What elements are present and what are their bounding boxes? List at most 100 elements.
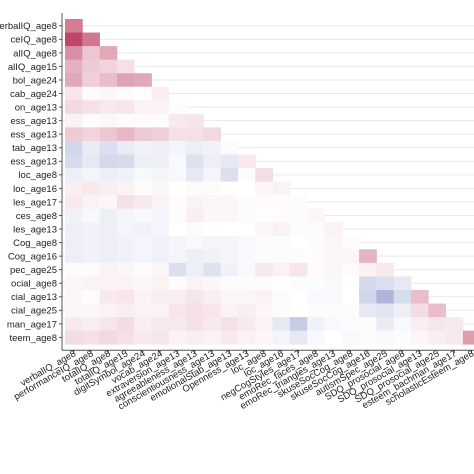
heatmap-cell	[289, 317, 308, 332]
heatmap-cell	[116, 140, 135, 155]
heatmap-cell	[151, 235, 170, 250]
heatmap-cell	[238, 276, 256, 291]
heatmap-cell	[116, 235, 135, 250]
heatmap-cell	[134, 249, 152, 264]
heatmap-cell	[324, 317, 343, 332]
heatmap-cell	[116, 181, 135, 196]
heatmap-cell	[168, 303, 187, 318]
y-tick-label: cial_age25	[11, 306, 57, 317]
heatmap-cell	[203, 303, 222, 318]
heatmap-cell	[151, 181, 170, 196]
heatmap-cell	[82, 86, 100, 101]
heatmap-cell	[116, 303, 135, 318]
heatmap-cell	[65, 113, 83, 128]
heatmap-cell	[168, 317, 187, 332]
heatmap-cell	[255, 262, 273, 277]
heatmap-cell	[134, 222, 152, 237]
heatmap-cell	[134, 168, 152, 182]
heatmap-cell	[359, 276, 377, 291]
heatmap-cell	[238, 154, 256, 169]
y-tick-label: Cog_age16	[8, 252, 57, 263]
heatmap-cell	[116, 127, 135, 142]
heatmap-cell	[203, 154, 222, 169]
heatmap-cell	[203, 330, 222, 345]
heatmap-cell	[99, 59, 118, 74]
heatmap-cell	[203, 290, 222, 304]
heatmap-cell	[168, 127, 187, 142]
heatmap-cell	[186, 208, 204, 223]
heatmap-cell	[82, 195, 100, 210]
heatmap-cell	[116, 276, 135, 291]
heatmap-cell	[116, 222, 135, 237]
y-tick-label: on_age13	[15, 102, 57, 113]
heatmap-cell	[255, 290, 273, 304]
heatmap-cell	[116, 195, 135, 210]
heatmap-cell	[168, 262, 187, 277]
heatmap-cell	[324, 303, 343, 318]
heatmap-cell	[65, 208, 83, 223]
heatmap-cell	[220, 290, 239, 304]
heatmap-cell	[255, 276, 273, 291]
heatmap-cell	[376, 290, 395, 304]
heatmap-cell	[272, 317, 291, 332]
y-tick-label: cial_age13	[11, 292, 57, 303]
heatmap-cell	[324, 262, 343, 277]
heatmap-cell	[411, 330, 429, 345]
heatmap-cell	[82, 290, 100, 304]
y-tick-label: ces_age8	[16, 211, 57, 222]
heatmap-cell	[82, 208, 100, 223]
y-tick-label: bol_age24	[13, 75, 57, 86]
heatmap-cell	[359, 290, 377, 304]
heatmap-cell	[220, 181, 239, 196]
heatmap-cell	[255, 303, 273, 318]
heatmap-cell	[151, 330, 170, 345]
heatmap-cell	[359, 249, 377, 264]
heatmap-cell	[186, 181, 204, 196]
heatmap-cell	[307, 208, 325, 223]
heatmap-cell	[307, 317, 325, 332]
heatmap-cell	[99, 46, 118, 61]
heatmap-cell	[65, 100, 83, 115]
heatmap-cell	[168, 276, 187, 291]
heatmap-cell	[151, 195, 170, 210]
heatmap-cell	[82, 168, 100, 182]
heatmap-cell	[186, 222, 204, 237]
heatmap-cell	[65, 46, 83, 61]
heatmap-cell	[65, 86, 83, 101]
heatmap-cell	[151, 276, 170, 291]
heatmap-cell	[99, 140, 118, 155]
heatmap-cell	[82, 32, 100, 47]
heatmap-cell	[65, 249, 83, 264]
heatmap-cell	[220, 168, 239, 182]
heatmap-cell	[289, 249, 308, 264]
heatmap-cell	[82, 46, 100, 61]
heatmap-cell	[341, 303, 360, 318]
heatmap-cell	[289, 208, 308, 223]
heatmap-cell	[99, 222, 118, 237]
heatmap-cell	[99, 73, 118, 88]
heatmap-cell	[445, 330, 464, 345]
heatmap-cell	[220, 235, 239, 250]
heatmap-cell	[99, 113, 118, 128]
heatmap-cell	[82, 330, 100, 345]
heatmap-cell	[307, 303, 325, 318]
y-tick-label: teem_age8	[9, 333, 57, 344]
heatmap-cell	[151, 100, 170, 115]
heatmap-cell	[116, 262, 135, 277]
heatmap-cell	[82, 317, 100, 332]
heatmap-cell	[359, 330, 377, 345]
heatmap-cell	[255, 181, 273, 196]
heatmap-cell	[168, 100, 187, 115]
heatmap-cell	[203, 262, 222, 277]
heatmap-cell	[65, 32, 83, 47]
heatmap-cell	[65, 168, 83, 182]
heatmap-cell	[151, 208, 170, 223]
heatmap-cell	[134, 303, 152, 318]
heatmap-cell	[238, 317, 256, 332]
y-tick-labels: erbalIQ_age8 ceIQ_age8 alIQ_age8 alIQ_age15…	[0, 21, 62, 344]
heatmap-cell	[168, 195, 187, 210]
heatmap-cell	[168, 330, 187, 345]
heatmap-cell	[168, 235, 187, 250]
heatmap-cell	[238, 290, 256, 304]
heatmap-cell	[116, 100, 135, 115]
